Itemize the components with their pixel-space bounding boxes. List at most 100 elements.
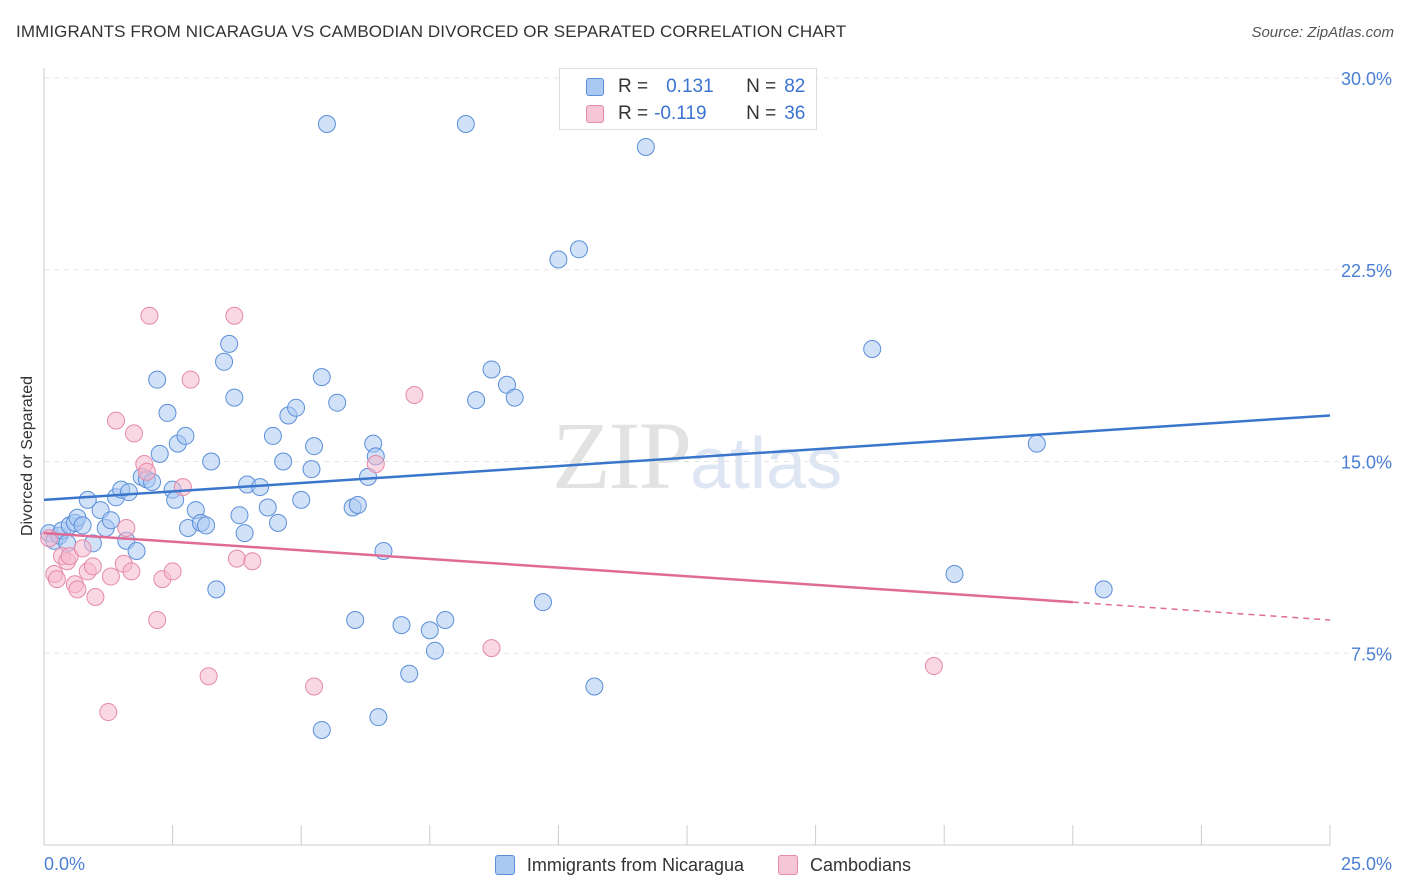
cambodian-point: [47, 570, 66, 589]
legend-item-nicaragua[interactable]: Immigrants from Nicaragua: [494, 854, 744, 876]
r-value: 0.131: [666, 76, 714, 97]
watermark-zip: ZIP: [552, 402, 692, 509]
cambodian-point: [140, 306, 159, 325]
nicaragua-point: [287, 398, 306, 417]
nicaragua-point: [202, 452, 221, 471]
cambodians-swatch: [586, 105, 604, 123]
y-tick-label: 22.5%: [1341, 261, 1392, 281]
nicaragua-point: [305, 437, 324, 456]
nicaragua-point: [467, 391, 486, 410]
n-label: N =: [746, 76, 777, 97]
nicaragua-point: [400, 664, 419, 683]
nicaragua-point: [392, 616, 411, 635]
cambodian-point: [227, 549, 246, 568]
cambodian-point: [73, 539, 92, 558]
cambodian-trend-extension: [1072, 601, 1331, 621]
cambodian-point: [86, 588, 105, 607]
nicaragua-point: [73, 516, 92, 535]
legend-label: Cambodians: [810, 854, 912, 875]
nicaragua-point: [207, 580, 226, 599]
nicaragua-point: [127, 541, 146, 560]
x-tick-label: 0.0%: [44, 854, 85, 874]
cambodian-point: [243, 552, 262, 571]
cambodian-point: [199, 667, 218, 686]
legend-row-cambodians: R = -0.119 N = 36: [586, 102, 805, 126]
nicaragua-point: [269, 513, 288, 532]
nicaragua-point: [533, 593, 552, 612]
nicaragua-swatch: [494, 855, 515, 875]
nicaragua-point: [369, 708, 388, 727]
cambodian-point: [366, 455, 385, 474]
nicaragua-point: [119, 483, 138, 502]
nicaragua-point: [235, 524, 254, 543]
nicaragua-point: [636, 138, 655, 157]
nicaragua-point: [274, 452, 293, 471]
cambodian-point: [101, 567, 120, 586]
cambodian-point: [122, 562, 141, 581]
cambodian-point: [173, 478, 192, 497]
nicaragua-point: [197, 516, 216, 535]
nicaragua-point: [1027, 434, 1046, 453]
cambodian-point: [83, 557, 102, 576]
nicaragua-point: [312, 368, 331, 387]
nicaragua-point: [585, 677, 604, 696]
nicaragua-point: [148, 370, 167, 389]
n-value: 36: [784, 103, 806, 124]
nicaragua-point: [328, 393, 347, 412]
nicaragua-point: [302, 460, 321, 479]
nicaragua-point: [317, 115, 336, 134]
x-tick-label: 25.0%: [1341, 854, 1392, 874]
nicaragua-point: [549, 250, 568, 269]
cambodian-point: [68, 580, 87, 599]
nicaragua-point: [569, 240, 588, 259]
legend-label: Immigrants from Nicaragua: [526, 854, 744, 875]
nicaragua-point: [215, 352, 234, 371]
nicaragua-point: [150, 444, 169, 463]
cambodian-point: [163, 562, 182, 581]
watermark-atlas: atlas: [690, 424, 843, 504]
nicaragua-point: [176, 426, 195, 445]
nicaragua-swatch: [586, 78, 604, 96]
nicaragua-point: [945, 564, 964, 583]
y-tick-label: 15.0%: [1341, 453, 1392, 473]
nicaragua-point: [420, 621, 439, 640]
r-label: R =: [618, 76, 649, 97]
nicaragua-point: [436, 611, 455, 630]
cambodian-point: [181, 370, 200, 389]
legend-item-cambodians[interactable]: Cambodians: [778, 855, 911, 876]
cambodian-trend-line: [43, 531, 1073, 604]
cambodian-point: [99, 703, 118, 722]
nicaragua-point: [1094, 580, 1113, 599]
nicaragua-point: [225, 388, 244, 407]
source-note: Source: ZipAtlas.com: [1251, 24, 1394, 41]
nicaragua-trend-line: [43, 414, 1331, 502]
cambodian-point: [225, 306, 244, 325]
nicaragua-point: [505, 388, 524, 407]
correlation-legend: R = 0.131 N = 82 R = -0.119 N = 36: [559, 68, 817, 130]
nicaragua-point: [425, 641, 444, 660]
nicaragua-point: [456, 115, 475, 134]
nicaragua-point: [230, 506, 249, 525]
nicaragua-point: [258, 498, 277, 517]
watermark: ZIPatlas: [552, 400, 842, 511]
cambodian-point: [125, 424, 144, 443]
nicaragua-point: [863, 340, 882, 359]
nicaragua-point: [158, 403, 177, 422]
nicaragua-point: [263, 426, 282, 445]
cambodian-point: [305, 677, 324, 696]
cambodian-point: [117, 518, 136, 537]
cambodian-point: [405, 386, 424, 405]
y-tick-label: 7.5%: [1351, 644, 1392, 664]
cambodian-point: [107, 411, 126, 430]
nicaragua-point: [101, 511, 120, 530]
n-label: N =: [746, 103, 777, 124]
legend-row-nicaragua: R = 0.131 N = 82: [586, 75, 805, 99]
cambodian-point: [148, 611, 167, 630]
chart-title: IMMIGRANTS FROM NICARAGUA VS CAMBODIAN D…: [16, 22, 847, 41]
y-tick-label: 30.0%: [1341, 69, 1392, 89]
r-value: -0.119: [654, 103, 707, 124]
cambodians-swatch: [778, 855, 798, 875]
cambodian-point: [482, 639, 501, 658]
nicaragua-point: [312, 720, 331, 739]
